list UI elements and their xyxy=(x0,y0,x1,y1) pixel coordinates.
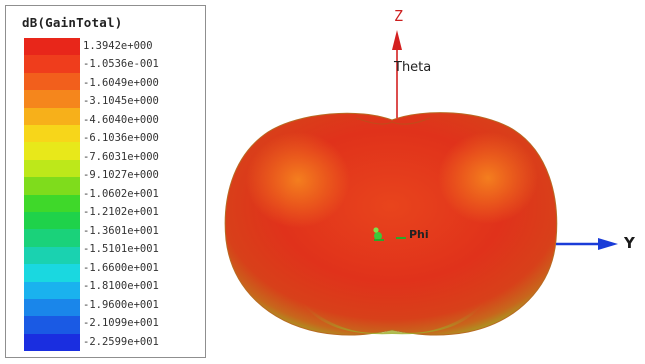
pattern-highlight-right xyxy=(438,132,538,224)
legend-swatch xyxy=(24,55,80,73)
legend-tick-label: -1.2102e+001 xyxy=(83,206,159,219)
legend-tick-label: -1.0602e+001 xyxy=(83,187,159,200)
legend-tick-label: 1.3942e+000 xyxy=(83,40,153,52)
legend-swatch xyxy=(24,107,80,125)
legend-tick-label: -9.1027e+000 xyxy=(83,169,159,182)
legend-swatch xyxy=(24,90,80,108)
legend-swatch xyxy=(24,281,80,299)
legend-swatch xyxy=(24,177,80,195)
legend-swatch xyxy=(24,38,80,56)
legend-swatch xyxy=(24,333,80,352)
y-axis-label: Y xyxy=(624,234,635,252)
z-axis-label: Z xyxy=(394,7,404,25)
y-axis-arrowhead xyxy=(598,238,618,250)
legend-tick-label: -2.2599e+001 xyxy=(83,335,159,348)
legend-tick-label: -3.1045e+000 xyxy=(83,95,159,108)
legend-swatch xyxy=(24,229,80,247)
z-axis-arrowhead xyxy=(392,30,402,50)
legend-swatch xyxy=(24,264,80,282)
theta-label: Theta xyxy=(394,60,432,75)
color-legend: dB(GainTotal) 1.3942e+000 -1.0536e-001 -1.… xyxy=(5,5,206,358)
legend-swatch xyxy=(24,246,80,265)
legend-swatch xyxy=(24,299,80,317)
legend-tick-label: -1.6600e+001 xyxy=(83,261,159,274)
legend-tick-label: -1.8100e+001 xyxy=(83,280,159,293)
legend-tick-label: -6.1036e+000 xyxy=(83,132,159,145)
legend-swatch xyxy=(24,159,80,178)
legend-swatch xyxy=(24,212,80,230)
phi-label: Phi xyxy=(409,228,429,241)
legend-tick-label: -2.1099e+001 xyxy=(83,317,159,330)
pattern-highlight-left xyxy=(246,132,350,228)
legend-tick-label: -4.6040e+000 xyxy=(83,113,159,126)
legend-tick-label: -1.5101e+001 xyxy=(83,243,159,256)
legend-tick-label: -1.3601e+001 xyxy=(83,224,159,237)
legend-swatch xyxy=(24,72,80,91)
legend-tick-label: -7.6031e+000 xyxy=(83,150,159,163)
legend-swatch xyxy=(24,125,80,143)
legend-tick-label: -1.6049e+000 xyxy=(83,76,159,89)
legend-tick-label: -1.9600e+001 xyxy=(83,298,159,311)
pattern-top-dimple xyxy=(355,117,431,125)
phi-origin-marker xyxy=(373,227,406,241)
legend-title: dB(GainTotal) xyxy=(22,15,123,30)
legend-swatch xyxy=(24,316,80,334)
legend-swatch xyxy=(24,194,80,212)
legend-tick-label: -1.0536e-001 xyxy=(83,58,159,71)
legend-swatch xyxy=(24,142,80,160)
